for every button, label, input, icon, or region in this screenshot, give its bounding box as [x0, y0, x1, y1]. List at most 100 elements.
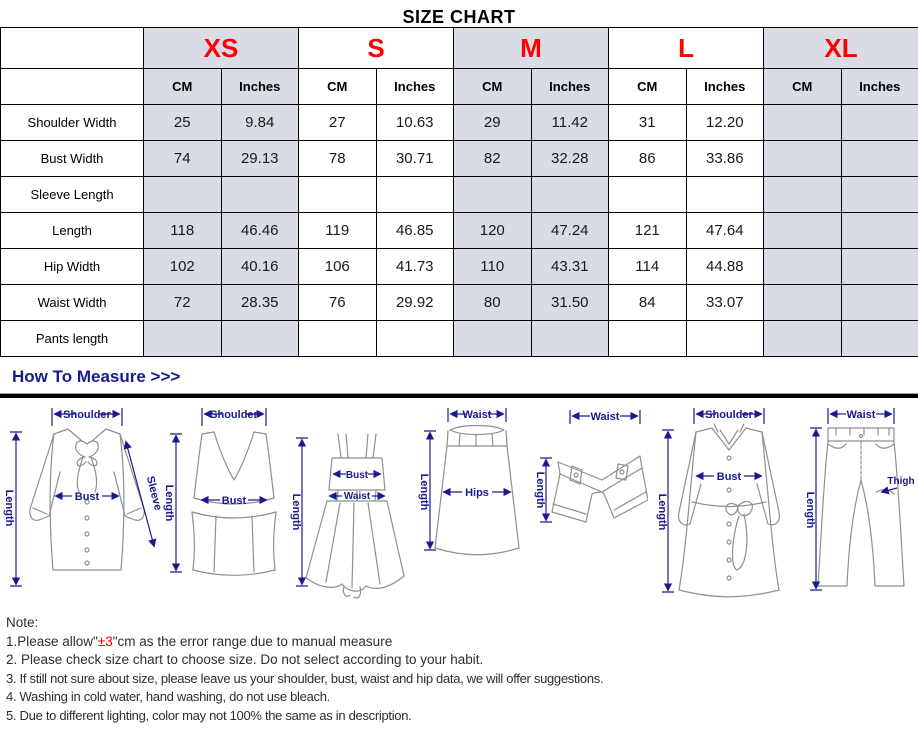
value-cell: 114 — [608, 248, 687, 285]
unit-header-xl-inches: Inches — [840, 68, 918, 105]
note-1-prefix: 1.Please allow" — [6, 633, 98, 649]
value-cell: 9.84 — [220, 104, 299, 141]
size-header-s: S — [298, 27, 454, 69]
value-cell — [763, 212, 842, 249]
value-cell: 78 — [298, 140, 377, 177]
pants-length-label: Length — [804, 492, 816, 529]
value-cell: 11.42 — [530, 104, 610, 141]
value-cell — [143, 320, 222, 357]
size-chart-table: XS S M L XL CM Inches CM Inches CM Inches CM Inches C… — [0, 27, 918, 357]
value-cell — [143, 176, 222, 213]
table-row: Sleeve Length — [0, 176, 918, 213]
coat-shoulder-label: Shoulder — [705, 409, 753, 421]
skirt-length-label: Length — [418, 474, 430, 511]
value-cell: 74 — [143, 140, 222, 177]
note-line-4: 4. Washing in cold water, hand washing, … — [6, 689, 330, 704]
value-cell — [298, 320, 377, 357]
dress-waist-label: Waist — [344, 491, 371, 502]
value-cell — [685, 320, 765, 357]
table-row: Waist Width 72 28.35 76 29.92 80 31.50 84 33.07 — [0, 284, 918, 321]
value-cell: 33.07 — [685, 284, 765, 321]
note-line-2: 2. Please check size chart to choose siz… — [6, 652, 484, 667]
notes-section: Note: 1.Please allow"±3"cm as the error … — [0, 608, 918, 725]
value-cell: 41.73 — [375, 248, 454, 285]
table-row: Shoulder Width 25 9.84 27 10.63 29 11.42 31 12.2… — [0, 104, 918, 141]
blouse-shoulder-label: Shoulder — [63, 409, 111, 421]
unit-header-row: CM Inches CM Inches CM Inches CM Inches CM Inches — [0, 68, 918, 105]
value-cell — [840, 320, 918, 357]
dress-length-label: Length — [290, 494, 302, 531]
coat-bust-label: Bust — [717, 471, 742, 483]
unit-header-s-inches: Inches — [375, 68, 454, 105]
value-cell: 27 — [298, 104, 377, 141]
note-line-5: 5. Due to different lighting, color may … — [6, 707, 412, 723]
vest-drawing: Shoulder Length Bust — [163, 408, 277, 576]
blouse-length-label: Length — [3, 490, 15, 527]
value-cell — [763, 176, 842, 213]
value-cell — [298, 176, 377, 213]
value-cell: 31.50 — [530, 284, 610, 321]
row-label: Waist Width — [0, 284, 144, 321]
value-cell: 120 — [453, 212, 532, 249]
note-1-suffix: "cm as the error range due to manual mea… — [112, 633, 393, 649]
skirt-drawing: Waist Length Hips — [418, 408, 520, 556]
blouse-drawing: Shoulder Length Bust Sleeve — [3, 408, 162, 587]
coat-length-label: Length — [656, 494, 668, 531]
value-cell — [763, 248, 842, 285]
unit-header-xs-cm: CM — [143, 68, 222, 105]
value-cell: 32.28 — [530, 140, 610, 177]
shorts-waist-label: Waist — [591, 411, 620, 423]
size-header-row: XS S M L XL — [0, 27, 918, 69]
figure-shorts: Waist Length — [534, 400, 648, 608]
shorts-length-label: Length — [534, 472, 546, 509]
unit-header-s-cm: CM — [298, 68, 377, 105]
value-cell — [840, 140, 918, 177]
value-cell — [220, 176, 299, 213]
figure-coat: Shoulder Length Bust — [648, 400, 798, 608]
unit-header-m-cm: CM — [453, 68, 532, 105]
value-cell: 47.64 — [685, 212, 765, 249]
figure-dress: Length Bust Waist — [290, 400, 414, 608]
corner-cell — [0, 68, 144, 105]
value-cell: 119 — [298, 212, 377, 249]
value-cell: 31 — [608, 104, 687, 141]
note-line-1: 1.Please allow"±3"cm as the error range … — [6, 633, 918, 652]
vest-shoulder-label: Shoulder — [210, 409, 258, 421]
dress-bust-label: Bust — [346, 470, 369, 481]
value-cell: 121 — [608, 212, 687, 249]
value-cell: 29.92 — [375, 284, 454, 321]
value-cell: 29.13 — [220, 140, 299, 177]
value-cell: 25 — [143, 104, 222, 141]
vest-bust-label: Bust — [222, 495, 247, 507]
unit-header-m-inches: Inches — [530, 68, 610, 105]
value-cell: 10.63 — [375, 104, 454, 141]
value-cell: 28.35 — [220, 284, 299, 321]
unit-header-xl-cm: CM — [763, 68, 842, 105]
pants-thigh-label: Thigh — [887, 476, 914, 487]
value-cell: 84 — [608, 284, 687, 321]
figure-pants: Waist Length Thigh — [798, 400, 916, 608]
value-cell: 29 — [453, 104, 532, 141]
coat-drawing: Shoulder Length Bust — [656, 408, 781, 598]
value-cell — [840, 104, 918, 141]
value-cell: 102 — [143, 248, 222, 285]
value-cell — [453, 320, 532, 357]
blouse-bust-label: Bust — [75, 491, 100, 503]
figure-skirt: Waist Length Hips — [414, 400, 534, 608]
dress-drawing: Length Bust Waist — [290, 433, 405, 599]
table-row: Hip Width 102 40.16 106 41.73 110 43.31 114 44.8… — [0, 248, 918, 285]
value-cell — [840, 212, 918, 249]
value-cell — [530, 176, 610, 213]
value-cell — [608, 176, 687, 213]
row-label: Hip Width — [0, 248, 144, 285]
note-line-3: 3. If still not sure about size, please … — [6, 670, 604, 686]
value-cell: 30.71 — [375, 140, 454, 177]
row-label: Length — [0, 212, 144, 249]
size-header-xs: XS — [143, 27, 299, 69]
table-row: Length 118 46.46 119 46.85 120 47.24 121 47.64 — [0, 212, 918, 249]
table-row: Bust Width 74 29.13 78 30.71 82 32.28 86 33.86 — [0, 140, 918, 177]
value-cell: 76 — [298, 284, 377, 321]
value-cell: 118 — [143, 212, 222, 249]
row-label: Shoulder Width — [0, 104, 144, 141]
